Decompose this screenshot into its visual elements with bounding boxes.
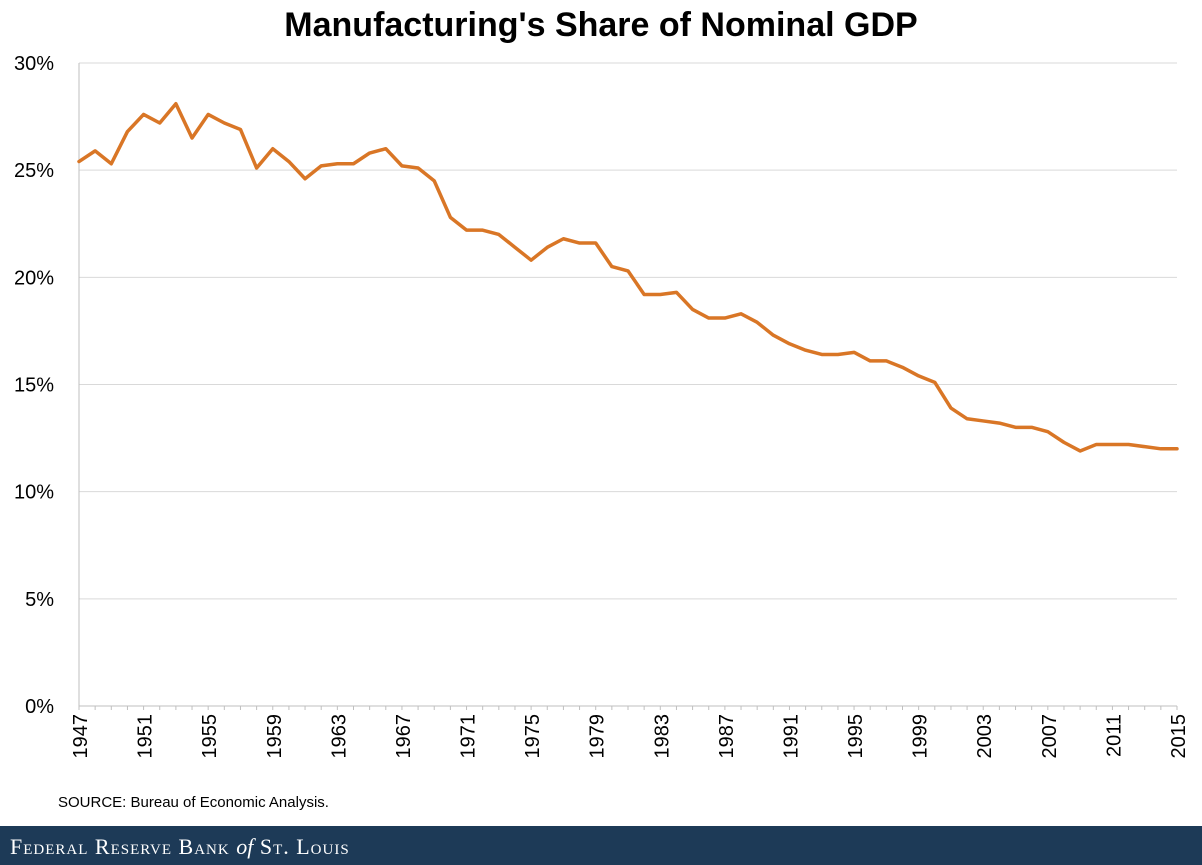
footer-bar: Federal Reserve Bank of St. Louis (0, 826, 1202, 865)
x-tick-label: 1991 (780, 714, 802, 759)
x-tick-label: 1999 (910, 714, 932, 759)
x-tick-label: 1967 (393, 714, 415, 759)
axes (78, 63, 1178, 710)
y-tick-label: 0% (25, 696, 54, 718)
y-tick-label: 5% (25, 589, 54, 611)
source-note: SOURCE: Bureau of Economic Analysis. (58, 794, 329, 811)
grid-lines (79, 62, 1177, 600)
x-tick-label: 1983 (651, 714, 673, 759)
x-tick-label: 1959 (264, 714, 286, 759)
x-tick-label: 2011 (1103, 714, 1125, 757)
chart-title: Manufacturing's Share of Nominal GDP (284, 6, 918, 44)
x-tick-label: 1955 (199, 714, 221, 759)
footer-part3: St. Louis (259, 834, 350, 859)
x-tick-label: 1987 (716, 714, 738, 759)
y-tick-label: 25% (14, 160, 54, 182)
x-tick-label: 2015 (1168, 714, 1190, 759)
x-tick-label: 1979 (587, 714, 609, 759)
footer-logo-text: Federal Reserve Bank of St. Louis (10, 834, 350, 860)
x-tick-label: 1995 (845, 714, 867, 759)
y-tick-label: 20% (14, 267, 54, 289)
y-tick-label: 10% (14, 482, 54, 504)
series-line-manufacturing-share (77, 101, 1179, 453)
footer-part1: Federal Reserve Bank (10, 834, 230, 859)
x-tick-label: 1951 (135, 714, 157, 759)
footer-part2: of (236, 834, 254, 859)
x-tick-label: 1947 (70, 714, 92, 759)
x-tick-label: 1963 (328, 714, 350, 759)
x-tick-label: 2003 (974, 714, 996, 759)
x-tick-label: 1971 (458, 714, 480, 759)
x-tick-label: 1975 (522, 714, 544, 759)
y-tick-label: 15% (14, 375, 54, 397)
x-tick-labels: 1947 1951 1955 1959 1963 1967 1971 1975 1979 1983… (70, 714, 1190, 759)
chart-svg: 0% 5% 10% 15% 20% 25% 30% 1947 1951 1955 1959 1963… (14, 53, 1190, 759)
series (77, 101, 1179, 453)
y-tick-label: 30% (14, 53, 54, 75)
y-tick-labels: 0% 5% 10% 15% 20% 25% 30% (14, 53, 54, 718)
x-tick-label: 2007 (1039, 714, 1061, 759)
